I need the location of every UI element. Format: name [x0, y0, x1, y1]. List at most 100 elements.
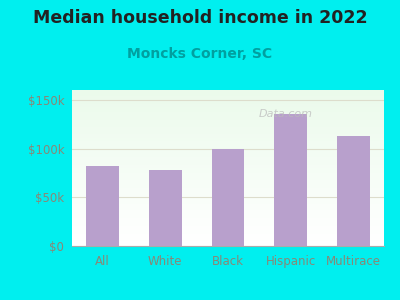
Bar: [72, 135, 384, 137]
Bar: [72, 132, 384, 134]
Bar: [72, 138, 384, 140]
Bar: [72, 155, 384, 157]
Bar: [72, 185, 384, 187]
Bar: [72, 92, 384, 93]
Bar: [72, 121, 384, 123]
Bar: [72, 226, 384, 227]
Bar: [72, 115, 384, 116]
Bar: [72, 110, 384, 112]
Text: Data.com: Data.com: [259, 109, 313, 119]
Bar: [72, 191, 384, 193]
Bar: [72, 137, 384, 138]
Bar: [72, 196, 384, 198]
Bar: [72, 104, 384, 106]
Bar: [72, 212, 384, 213]
Bar: [72, 123, 384, 124]
Bar: [72, 216, 384, 218]
Bar: [72, 118, 384, 120]
Bar: [72, 90, 384, 92]
Bar: [72, 128, 384, 129]
Bar: [72, 95, 384, 96]
Bar: [72, 190, 384, 191]
Bar: [72, 116, 384, 118]
Bar: [72, 208, 384, 210]
Bar: [72, 160, 384, 162]
Bar: [72, 168, 384, 170]
Bar: [72, 103, 384, 104]
Bar: [72, 244, 384, 246]
Bar: [72, 159, 384, 160]
Bar: [72, 229, 384, 230]
Bar: [72, 163, 384, 165]
Bar: [72, 182, 384, 184]
Bar: [72, 120, 384, 121]
Bar: [72, 241, 384, 243]
Bar: [72, 113, 384, 115]
Bar: [72, 181, 384, 182]
Bar: [72, 220, 384, 221]
Bar: [72, 188, 384, 190]
Bar: [72, 143, 384, 145]
Bar: [72, 237, 384, 238]
Bar: [72, 232, 384, 233]
Bar: [72, 223, 384, 224]
Bar: [72, 179, 384, 181]
Bar: [72, 130, 384, 132]
Bar: [72, 206, 384, 207]
Bar: [72, 126, 384, 128]
Bar: [72, 235, 384, 237]
Bar: [72, 210, 384, 212]
Bar: [72, 230, 384, 232]
Bar: [72, 152, 384, 154]
Bar: [72, 149, 384, 151]
Bar: [72, 101, 384, 103]
Bar: [72, 218, 384, 220]
Bar: [149, 170, 182, 246]
Bar: [72, 194, 384, 196]
Bar: [72, 240, 384, 241]
Bar: [72, 176, 384, 177]
Bar: [72, 145, 384, 146]
Bar: [72, 109, 384, 110]
Bar: [72, 148, 384, 149]
Text: Median household income in 2022: Median household income in 2022: [33, 9, 367, 27]
Bar: [72, 157, 384, 159]
Bar: [72, 140, 384, 142]
Bar: [72, 199, 384, 201]
Bar: [72, 238, 384, 240]
Bar: [72, 193, 384, 194]
Bar: [72, 96, 384, 98]
Bar: [72, 134, 384, 135]
Bar: [72, 169, 384, 171]
Bar: [72, 99, 384, 101]
Bar: [72, 224, 384, 226]
Bar: [72, 227, 384, 229]
Bar: [72, 107, 384, 109]
Bar: [72, 171, 384, 173]
Bar: [72, 98, 384, 99]
Bar: [72, 204, 384, 206]
Bar: [72, 112, 384, 113]
Bar: [72, 233, 384, 235]
Bar: [72, 198, 384, 199]
Bar: [72, 129, 384, 130]
Bar: [72, 213, 384, 215]
Bar: [72, 174, 384, 176]
Bar: [72, 142, 384, 143]
Bar: [337, 136, 370, 246]
Bar: [72, 165, 384, 166]
Bar: [72, 173, 384, 174]
Bar: [72, 154, 384, 155]
Bar: [72, 243, 384, 244]
Bar: [72, 221, 384, 223]
Bar: [72, 202, 384, 204]
Bar: [72, 93, 384, 95]
Bar: [274, 114, 307, 246]
Bar: [72, 207, 384, 208]
Bar: [72, 151, 384, 152]
Bar: [72, 177, 384, 179]
Bar: [72, 215, 384, 216]
Text: Moncks Corner, SC: Moncks Corner, SC: [128, 46, 272, 61]
Bar: [72, 201, 384, 202]
Bar: [212, 148, 244, 246]
